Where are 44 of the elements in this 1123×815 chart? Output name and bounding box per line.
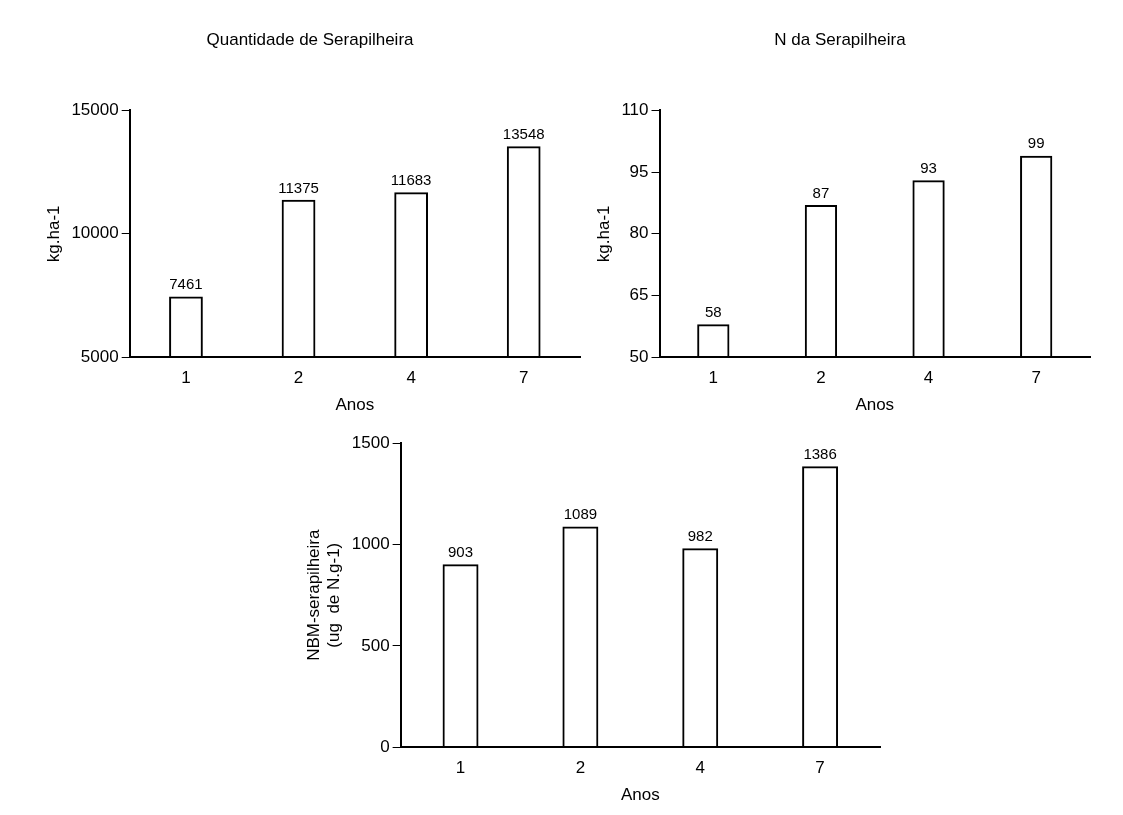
x-axis-title: Anos xyxy=(335,395,375,415)
data-label: 1089 xyxy=(563,505,598,523)
y-tick-label: 110 xyxy=(621,100,649,120)
data-label: 903 xyxy=(448,542,474,560)
y-tick-label: 500 xyxy=(361,635,390,655)
x-axis-title: Anos xyxy=(620,785,660,805)
y-tick-label: 50 xyxy=(629,346,649,366)
y-axis-title: kg.ha-1 xyxy=(593,205,613,263)
x-axis-title: Anos xyxy=(855,395,895,415)
data-label: 58 xyxy=(704,302,722,320)
x-tick-label: 7 xyxy=(815,758,825,778)
x-tick-label: 7 xyxy=(518,368,529,388)
data-label: 11683 xyxy=(390,170,432,188)
y-tick-label: 95 xyxy=(629,161,649,181)
x-tick-label: 1 xyxy=(181,368,191,388)
data-label: 982 xyxy=(687,526,713,544)
y-tick-label: 80 xyxy=(629,223,649,243)
data-label: 99 xyxy=(1027,134,1045,152)
y-tick-label: 5000 xyxy=(80,346,119,366)
data-label: 11375 xyxy=(278,178,319,196)
x-tick-label: 4 xyxy=(406,368,416,388)
x-tick-label: 2 xyxy=(816,368,826,388)
x-tick-label: 2 xyxy=(293,368,304,388)
x-tick-label: 4 xyxy=(695,758,705,778)
x-tick-label: 4 xyxy=(923,368,934,388)
x-tick-label: 7 xyxy=(1031,368,1041,388)
y-tick-label: 15000 xyxy=(71,100,119,120)
chart-title: Quantidade de Serapilheira xyxy=(206,29,415,49)
y-tick-label: 65 xyxy=(629,285,649,305)
chart-title: N da Serapilheira xyxy=(774,29,907,49)
data-label: 13548 xyxy=(502,124,545,142)
y-axis-title: kg.ha-1 xyxy=(43,205,63,263)
y-tick-label: 1000 xyxy=(351,534,390,554)
y-tick-label: 1500 xyxy=(351,432,390,452)
x-tick-label: 2 xyxy=(575,758,586,778)
y-tick-label: 10000 xyxy=(71,223,119,243)
x-tick-label: 1 xyxy=(708,368,719,388)
data-label: 1386 xyxy=(803,444,837,462)
y-tick-label: 0 xyxy=(380,736,390,756)
data-label: 93 xyxy=(920,158,937,176)
data-label: 87 xyxy=(812,183,830,201)
y-axis-title: NBM-serapilheira (ug de N.g-1) xyxy=(303,529,344,661)
x-tick-label: 1 xyxy=(455,758,466,778)
data-label: 7461 xyxy=(169,275,203,293)
